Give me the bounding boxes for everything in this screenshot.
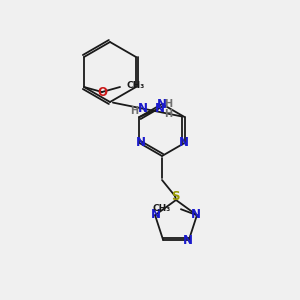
Text: H: H: [164, 99, 172, 109]
Text: N: N: [178, 136, 188, 149]
Text: N: N: [154, 103, 164, 116]
Text: N: N: [138, 102, 148, 115]
Text: H: H: [130, 106, 138, 116]
Text: N: N: [136, 136, 146, 149]
Text: N: N: [157, 98, 167, 110]
Text: H: H: [164, 109, 172, 119]
Text: S: S: [171, 190, 179, 202]
Text: N: N: [151, 208, 161, 221]
Text: O: O: [97, 85, 107, 98]
Text: CH₃: CH₃: [153, 204, 171, 213]
Text: CH₃: CH₃: [126, 82, 144, 91]
Text: N: N: [183, 234, 193, 247]
Text: N: N: [191, 208, 201, 221]
